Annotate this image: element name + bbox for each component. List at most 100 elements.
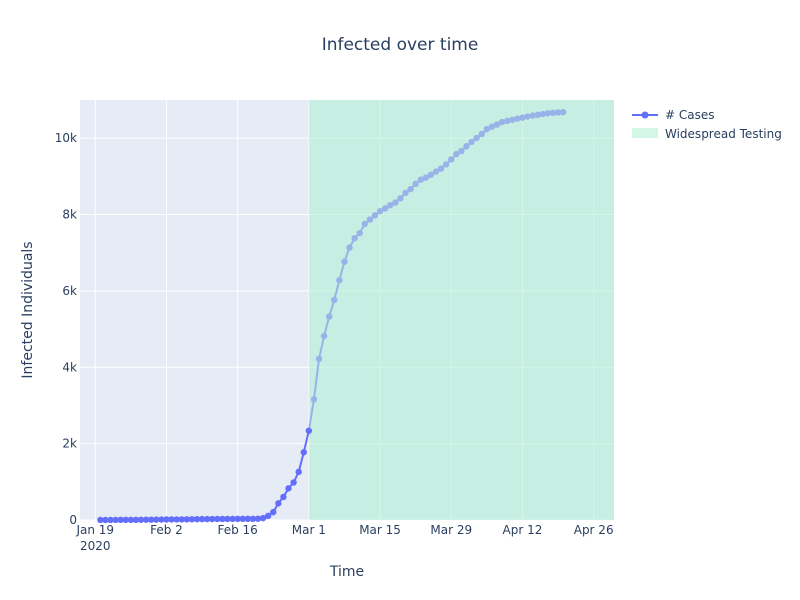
data-point[interactable] xyxy=(300,449,307,456)
data-point[interactable] xyxy=(224,515,231,523)
data-point[interactable] xyxy=(559,109,567,116)
data-point[interactable] xyxy=(193,515,201,523)
data-point[interactable] xyxy=(539,110,546,118)
data-point[interactable] xyxy=(381,205,389,212)
data-point[interactable] xyxy=(549,109,557,117)
data-point[interactable] xyxy=(290,479,297,486)
data-point[interactable] xyxy=(153,516,160,523)
data-point[interactable] xyxy=(453,150,460,158)
data-point[interactable] xyxy=(458,147,465,155)
data-point[interactable] xyxy=(117,516,124,524)
data-point[interactable] xyxy=(544,110,552,117)
data-point[interactable] xyxy=(209,515,216,523)
data-point[interactable] xyxy=(463,143,470,150)
data-point[interactable] xyxy=(524,113,531,120)
data-point[interactable] xyxy=(442,161,450,168)
data-point[interactable] xyxy=(326,313,333,320)
data-point[interactable] xyxy=(356,229,363,237)
data-point[interactable] xyxy=(132,516,140,524)
data-point[interactable] xyxy=(422,174,430,181)
data-point[interactable] xyxy=(336,276,343,284)
data-point[interactable] xyxy=(295,468,302,476)
y-tick-label: 4k xyxy=(62,360,77,374)
data-point[interactable] xyxy=(142,516,150,523)
data-point[interactable] xyxy=(417,176,424,183)
data-point[interactable] xyxy=(285,485,292,492)
axes: Jan 19 2020 Feb 2 Feb 16 Mar 1 Mar 15 Mar 29 Ap… xyxy=(55,131,614,553)
data-point[interactable] xyxy=(361,220,368,228)
data-point[interactable] xyxy=(148,516,155,523)
data-point[interactable] xyxy=(239,515,246,523)
data-point[interactable] xyxy=(198,515,206,523)
data-point[interactable] xyxy=(402,189,409,197)
data-point[interactable] xyxy=(341,258,348,265)
data-point[interactable] xyxy=(554,109,562,116)
data-point[interactable] xyxy=(137,516,145,523)
data-point[interactable] xyxy=(163,516,170,523)
data-point[interactable] xyxy=(407,185,414,193)
data-point[interactable] xyxy=(234,515,241,523)
data-point[interactable] xyxy=(437,165,445,172)
data-point[interactable] xyxy=(346,244,353,251)
data-point[interactable] xyxy=(214,515,221,523)
data-point[interactable] xyxy=(427,171,435,178)
data-point[interactable] xyxy=(112,516,119,524)
data-point[interactable] xyxy=(519,114,526,121)
data-point[interactable] xyxy=(376,207,384,215)
data-point[interactable] xyxy=(254,515,262,522)
data-point[interactable] xyxy=(473,134,480,142)
data-point[interactable] xyxy=(310,396,318,403)
data-point[interactable] xyxy=(178,516,185,523)
data-point[interactable] xyxy=(320,332,328,340)
data-point[interactable] xyxy=(493,121,501,128)
plot-area xyxy=(80,100,614,524)
data-point[interactable] xyxy=(529,112,536,119)
data-point[interactable] xyxy=(331,296,338,304)
data-point[interactable] xyxy=(509,116,516,123)
data-point[interactable] xyxy=(504,117,511,125)
data-point[interactable] xyxy=(514,115,521,122)
x-tick-year-label: 2020 xyxy=(80,539,111,553)
data-point[interactable] xyxy=(173,516,180,523)
data-point[interactable] xyxy=(102,516,109,524)
data-point[interactable] xyxy=(188,516,196,523)
data-point[interactable] xyxy=(315,355,323,363)
data-point[interactable] xyxy=(280,493,287,501)
data-point[interactable] xyxy=(183,516,190,523)
legend-testing-label[interactable]: Widespread Testing xyxy=(665,127,782,141)
data-point[interactable] xyxy=(249,515,257,523)
data-point[interactable] xyxy=(351,234,358,242)
data-point[interactable] xyxy=(448,156,455,163)
x-tick-label: Apr 12 xyxy=(503,523,543,537)
data-point[interactable] xyxy=(371,212,379,219)
data-point[interactable] xyxy=(259,514,267,522)
data-point[interactable] xyxy=(468,138,475,146)
data-point[interactable] xyxy=(488,123,496,130)
data-point[interactable] xyxy=(483,125,491,133)
data-point[interactable] xyxy=(478,130,485,138)
data-point[interactable] xyxy=(219,515,226,523)
data-point[interactable] xyxy=(229,515,236,523)
data-point[interactable] xyxy=(366,216,374,223)
data-point[interactable] xyxy=(305,427,313,434)
data-point[interactable] xyxy=(412,180,419,188)
data-point[interactable] xyxy=(432,168,440,175)
data-point[interactable] xyxy=(264,512,272,520)
data-point[interactable] xyxy=(127,516,135,524)
legend-cases-label[interactable]: # Cases xyxy=(665,108,715,122)
data-point[interactable] xyxy=(275,500,282,507)
data-point[interactable] xyxy=(387,201,394,209)
data-point[interactable] xyxy=(244,515,252,523)
data-point[interactable] xyxy=(534,111,541,119)
x-tick-label: Feb 16 xyxy=(217,523,257,537)
data-point[interactable] xyxy=(107,516,114,524)
data-point[interactable] xyxy=(158,516,165,523)
data-point[interactable] xyxy=(270,508,277,516)
data-point[interactable] xyxy=(97,516,104,524)
data-point[interactable] xyxy=(498,118,506,126)
data-point[interactable] xyxy=(397,195,404,202)
data-point[interactable] xyxy=(168,516,175,523)
data-point[interactable] xyxy=(122,516,129,524)
data-point[interactable] xyxy=(392,199,399,206)
data-point[interactable] xyxy=(203,515,211,523)
